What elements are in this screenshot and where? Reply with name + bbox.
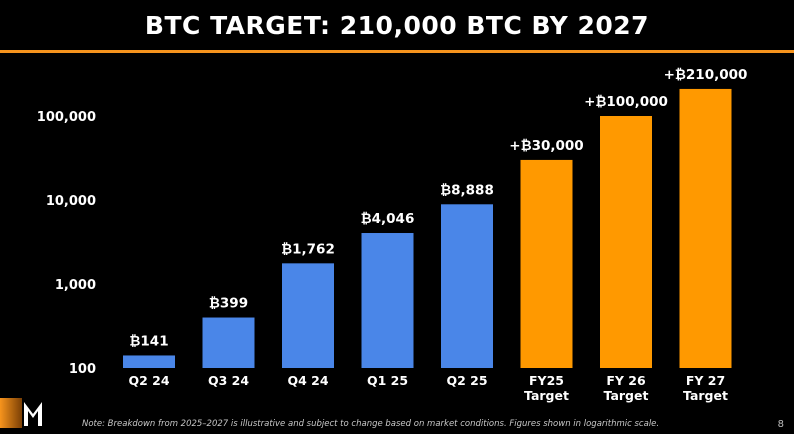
data-label: ₿8,888: [440, 182, 494, 198]
x-tick-label: Target: [683, 388, 728, 403]
data-label: ₿141: [129, 333, 168, 349]
page-title: BTC TARGET: 210,000 BTC BY 2027: [144, 10, 650, 40]
bar: [600, 116, 652, 368]
x-tick-label: Q3 24: [208, 373, 249, 388]
bar: [520, 159, 573, 368]
x-tick-label: Q4 24: [287, 373, 328, 388]
bar: [361, 233, 414, 368]
x-tick-label: Q2 25: [446, 373, 487, 388]
x-tick-label: FY25: [529, 373, 564, 388]
y-tick-label: 100,000: [37, 110, 96, 125]
bar: [679, 88, 732, 368]
bar: [441, 204, 493, 368]
data-label: +₿30,000: [509, 138, 583, 154]
y-tick-label: 10,000: [46, 194, 96, 209]
y-tick-label: 1,000: [55, 278, 96, 293]
data-label: ₿4,046: [361, 211, 415, 227]
x-tick-label: FY 27: [686, 373, 725, 388]
x-tick-label: Target: [524, 388, 569, 403]
title-bar: BTC TARGET: 210,000 BTC BY 2027: [0, 0, 794, 50]
bar: [123, 355, 175, 368]
data-label: ₿399: [209, 296, 248, 312]
x-tick-label: FY 26: [606, 373, 646, 388]
title-divider: [0, 50, 794, 53]
bar: [282, 263, 334, 368]
page-number: 8: [777, 419, 784, 430]
data-label: +₿100,000: [584, 94, 668, 110]
bar: [202, 317, 255, 368]
x-tick-label: Target: [604, 388, 649, 403]
data-label: +₿210,000: [664, 67, 748, 83]
y-tick-label: 100: [69, 362, 96, 377]
footnote: Note: Breakdown from 2025–2027 is illust…: [82, 419, 660, 429]
x-tick-label: Q1 25: [367, 373, 408, 388]
data-label: ₿1,762: [281, 241, 335, 257]
brand-logo-icon: [0, 398, 42, 428]
x-tick-label: Q2 24: [128, 373, 169, 388]
